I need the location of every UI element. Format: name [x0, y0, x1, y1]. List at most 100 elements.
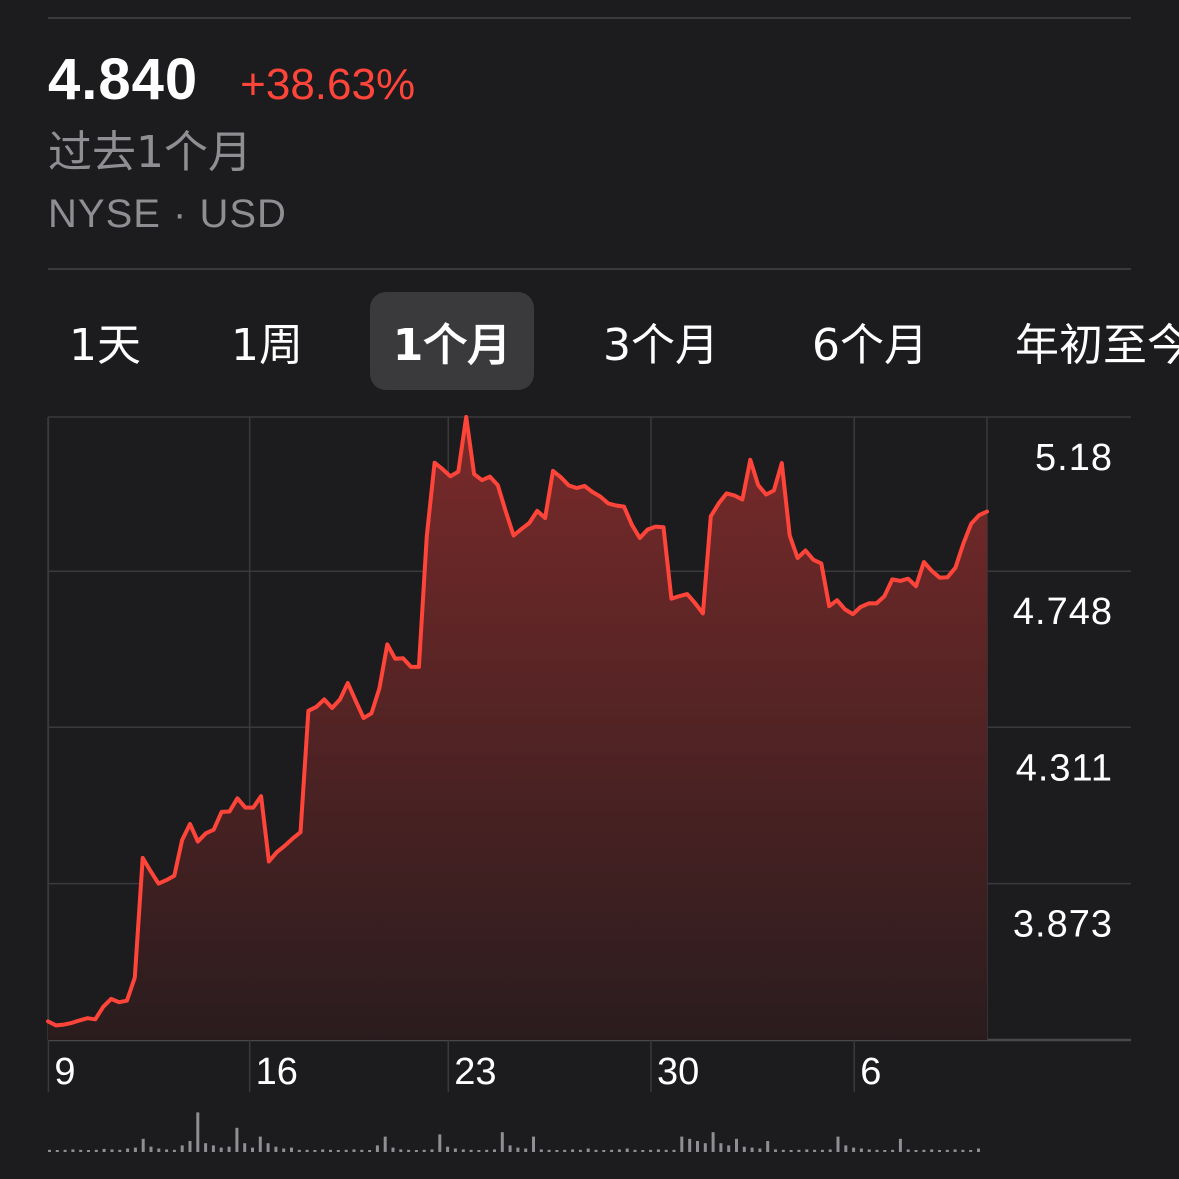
volume-bar	[375, 1145, 379, 1152]
y-tick-label: 4.311	[1016, 747, 1113, 789]
volume-bar	[875, 1149, 879, 1152]
volume-bar	[594, 1149, 598, 1152]
volume-bar	[329, 1149, 332, 1152]
volume-bar	[961, 1149, 965, 1152]
volume-bar	[696, 1141, 699, 1152]
volume-bar	[735, 1138, 738, 1152]
volume-bar	[664, 1149, 668, 1152]
volume-bar	[48, 1149, 51, 1152]
volume-bar	[742, 1146, 746, 1152]
volume-bar	[235, 1127, 239, 1152]
volume-bar	[633, 1149, 637, 1152]
y-tick-label: 5.18	[1035, 437, 1113, 479]
volume-bar	[867, 1149, 871, 1152]
volume-bar	[438, 1134, 442, 1152]
volume-bar	[102, 1148, 106, 1152]
volume-bar	[766, 1141, 770, 1152]
volume-bar	[891, 1149, 895, 1152]
volume-bar	[461, 1149, 465, 1152]
volume-bar	[820, 1149, 824, 1152]
volume-bar	[571, 1149, 575, 1152]
volume-bar	[321, 1149, 325, 1152]
volume-bar	[87, 1150, 90, 1152]
volume-bar	[625, 1148, 629, 1152]
volume-bar	[313, 1150, 317, 1152]
tab-1d[interactable]: 1天	[69, 320, 141, 371]
section-divider	[48, 268, 1131, 270]
volume-bar	[219, 1147, 223, 1152]
tab-3m[interactable]: 3个月	[603, 320, 719, 371]
volume-bar	[55, 1150, 59, 1152]
tab-ytd[interactable]: 年初至今	[1015, 320, 1179, 371]
volume-bar	[63, 1149, 67, 1152]
volume-bar	[508, 1145, 512, 1152]
volume-bar	[196, 1112, 200, 1152]
volume-bar	[547, 1149, 551, 1152]
volume-bar	[680, 1136, 684, 1152]
y-axis-labels: 5.18 4.748 4.311 3.873	[1013, 437, 1113, 946]
volume-bar	[617, 1149, 621, 1152]
volume-bar	[516, 1147, 520, 1152]
volume-bar	[977, 1148, 980, 1152]
volume-bar	[290, 1147, 293, 1152]
volume-bar	[805, 1149, 809, 1152]
volume-bar	[258, 1136, 262, 1152]
volume-bar	[813, 1149, 817, 1152]
x-tick-label: 23	[454, 1051, 496, 1093]
volume-bar	[133, 1147, 137, 1152]
y-tick-label: 3.873	[1013, 904, 1113, 946]
volume-bar	[688, 1138, 692, 1152]
volume-bar	[344, 1149, 348, 1152]
volume-bar	[945, 1149, 949, 1152]
volume-bar	[781, 1149, 785, 1152]
volume-bar	[383, 1136, 387, 1152]
x-tick-label: 30	[657, 1051, 699, 1093]
volume-bar	[274, 1146, 278, 1152]
volume-bar	[774, 1149, 777, 1152]
volume-bar	[243, 1143, 247, 1152]
volume-bar	[422, 1149, 426, 1152]
volume-bar	[336, 1150, 340, 1152]
volume-bar	[672, 1149, 676, 1152]
volume-bar	[656, 1149, 660, 1152]
volume-bar	[407, 1149, 411, 1152]
volume-bar	[204, 1143, 208, 1152]
volume-bar	[485, 1149, 489, 1152]
volume-bar	[610, 1149, 614, 1152]
volume-bar	[297, 1149, 301, 1152]
volume-bar	[828, 1149, 832, 1152]
price-chart[interactable]: 5.18 4.748 4.311 3.873 9 16 23 30 6	[0, 400, 1179, 1179]
volume-bar	[578, 1149, 582, 1152]
volume-bar	[110, 1149, 114, 1152]
volume-bar	[469, 1149, 473, 1152]
volume-bar	[414, 1150, 418, 1152]
volume-bar	[938, 1150, 941, 1152]
percent-change: +38.63%	[240, 60, 416, 109]
volume-bar	[969, 1150, 973, 1152]
volume-bar	[149, 1146, 153, 1152]
volume-bar	[524, 1148, 528, 1152]
exchange-currency: NYSE · USD	[48, 192, 287, 236]
volume-bar	[399, 1149, 403, 1152]
volume-bar	[188, 1141, 192, 1152]
x-tick-label: 16	[256, 1051, 298, 1093]
range-tabs: 1天 1周 1个月 3个月 6个月 年初至今	[0, 292, 1179, 392]
volume-bar	[883, 1150, 887, 1152]
tab-6m[interactable]: 6个月	[812, 320, 928, 371]
volume-bar	[305, 1149, 309, 1152]
x-tick-label: 9	[54, 1051, 75, 1093]
volume-bar	[930, 1149, 934, 1152]
volume-bar	[453, 1148, 457, 1152]
volume-bar	[898, 1138, 902, 1152]
volume-bar	[211, 1145, 215, 1152]
volume-bar	[922, 1149, 926, 1152]
tab-1m[interactable]: 1个月	[370, 292, 534, 390]
volume-bar	[844, 1145, 848, 1152]
volume-bar	[266, 1143, 270, 1152]
volume-bar	[71, 1149, 75, 1152]
tab-1w[interactable]: 1周	[231, 320, 303, 371]
volume-bar	[94, 1149, 98, 1152]
volume-bar	[493, 1149, 496, 1152]
volume-bar	[555, 1150, 559, 1152]
volume-bar	[586, 1148, 590, 1152]
